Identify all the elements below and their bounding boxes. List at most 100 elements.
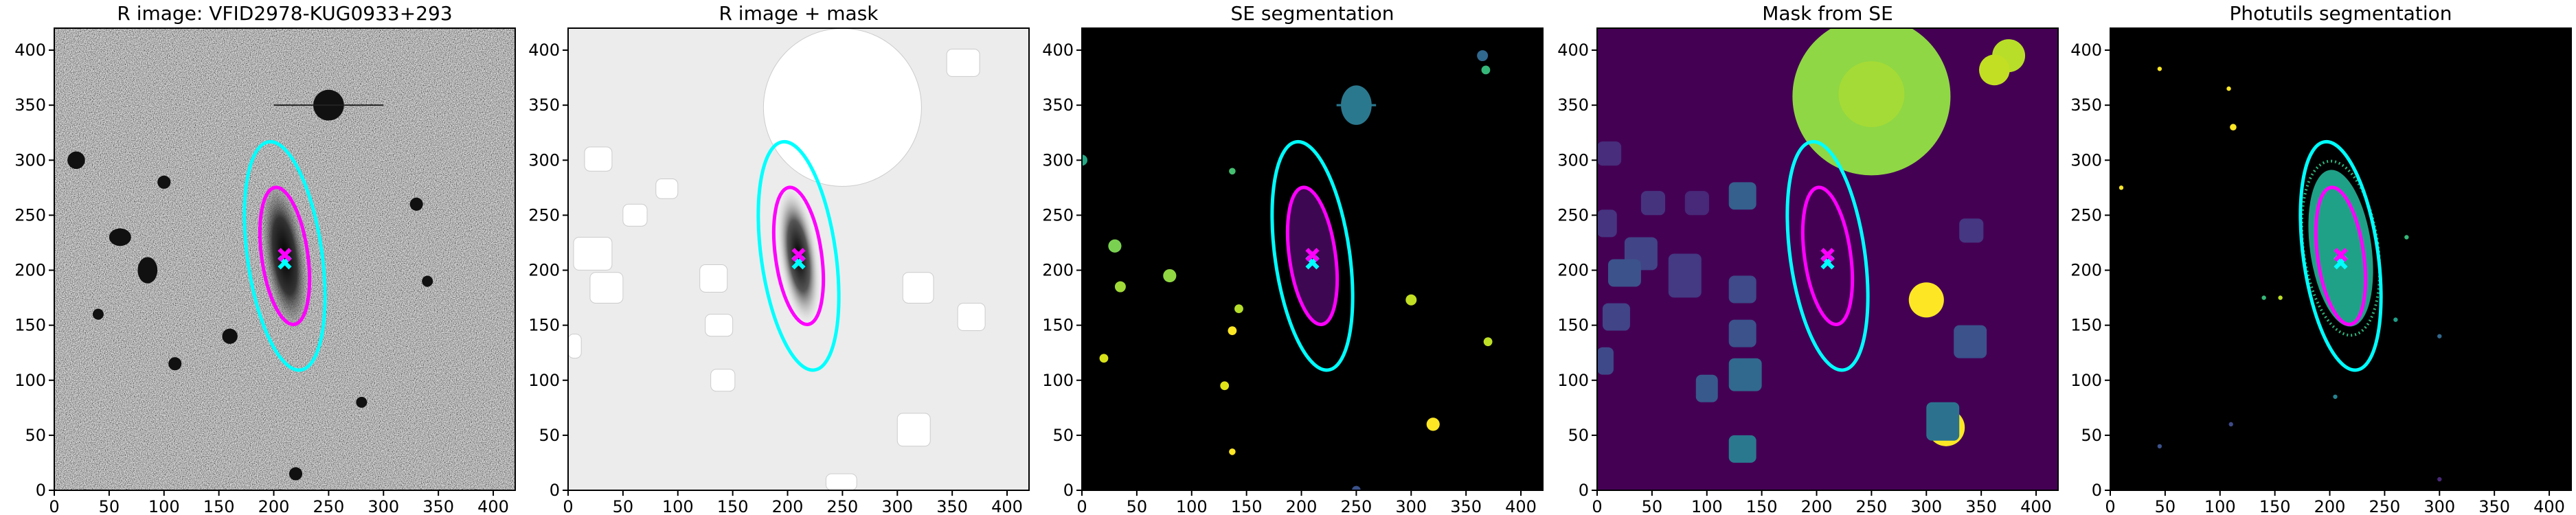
x-tick-label: 350 (422, 497, 454, 515)
x-tick-label: 400 (991, 497, 1023, 515)
y-tick-label: 150 (14, 316, 46, 335)
source (157, 175, 171, 189)
mask-region (1959, 218, 1984, 243)
y-tick-label: 0 (550, 481, 560, 500)
x-tick-label: 50 (99, 497, 120, 515)
mask-box (710, 369, 736, 392)
x-tick-label: 250 (2369, 497, 2400, 515)
axes-frame (1081, 27, 1544, 491)
y-tick-label: 100 (1042, 371, 1074, 390)
mask-box (584, 146, 613, 172)
mask-region (1978, 54, 2010, 86)
x-tick-label: 0 (2105, 497, 2115, 515)
mask-region (1597, 347, 1614, 375)
mask-region (1728, 182, 1756, 210)
x-tick-label: 150 (2259, 497, 2291, 515)
y-tick-label: 300 (1557, 150, 1589, 170)
x-tick-label: 350 (1450, 497, 1482, 515)
mask-region (1597, 141, 1622, 166)
x-tick-label: 0 (1076, 497, 1087, 515)
x-tick-label: 0 (49, 497, 59, 515)
source (168, 357, 182, 371)
segment (2261, 295, 2266, 300)
mask-box (902, 272, 934, 304)
panel-title: Mask from SE (1762, 2, 1893, 25)
mask-region (1607, 259, 1641, 287)
x-tick-label: 250 (1340, 497, 1372, 515)
x-tick-label: 50 (1642, 497, 1663, 515)
mask-circle (762, 28, 922, 187)
y-tick-label: 100 (1557, 371, 1589, 390)
aperture-inner (2314, 185, 2368, 326)
segment (2333, 394, 2338, 399)
segment (2230, 124, 2237, 131)
image-panel (568, 28, 1029, 490)
mask-box (655, 179, 679, 199)
mask-region (1728, 275, 1756, 304)
x-tick-label: 250 (313, 497, 344, 515)
y-tick-label: 50 (25, 426, 46, 445)
y-tick-label: 50 (1052, 426, 1074, 445)
center-marker (278, 247, 292, 262)
segment (1483, 337, 1493, 347)
x-tick-label: 0 (1592, 497, 1602, 515)
y-tick-label: 50 (539, 426, 560, 445)
y-tick-label: 50 (1568, 426, 1589, 445)
mask-box (957, 303, 986, 332)
panel-title: R image: VFID2978-KUG0933+293 (117, 2, 452, 25)
x-tick-label: 350 (2478, 497, 2510, 515)
image-panel (2110, 28, 2571, 490)
segment (2393, 317, 2398, 322)
image-panel (54, 28, 515, 490)
panel-title: Photutils segmentation (2229, 2, 2452, 25)
x-tick-label: 400 (2020, 497, 2052, 515)
x-tick-label: 50 (1127, 497, 1148, 515)
y-tick-label: 250 (1042, 205, 1074, 225)
aperture-outer (756, 139, 841, 372)
mask-box (825, 473, 857, 490)
center-marker (791, 247, 806, 262)
segment (1405, 294, 1417, 306)
aperture-inner (1800, 185, 1855, 326)
mask-region (1684, 191, 1709, 216)
x-tick-label: 150 (203, 497, 235, 515)
segment (1229, 168, 1236, 175)
y-tick-label: 350 (1557, 95, 1589, 115)
panel-title: SE segmentation (1231, 2, 1394, 25)
source (422, 275, 433, 287)
image-panel (1597, 28, 2058, 490)
x-tick-label: 200 (258, 497, 290, 515)
y-tick-label: 400 (528, 41, 560, 60)
y-tick-label: 200 (14, 261, 46, 280)
x-tick-label: 300 (2424, 497, 2455, 515)
mask-box (896, 413, 931, 447)
segment (1234, 304, 1243, 313)
aperture-outer (2298, 139, 2383, 372)
y-tick-label: 0 (1063, 481, 1074, 500)
mask-region (1597, 209, 1617, 238)
y-tick-label: 350 (14, 95, 46, 115)
source (67, 151, 85, 170)
mask-region (1640, 191, 1666, 216)
mask-box (568, 333, 582, 359)
x-tick-label: 0 (563, 497, 573, 515)
mask-box (622, 203, 648, 227)
aperture-outer (242, 139, 327, 372)
y-tick-label: 400 (14, 41, 46, 60)
segment (2404, 235, 2409, 240)
segment (1099, 354, 1109, 363)
axes-frame (567, 27, 1030, 491)
y-tick-label: 200 (1557, 261, 1589, 280)
segment (2157, 444, 2162, 449)
source (92, 308, 104, 320)
aperture-inner (771, 185, 826, 326)
y-tick-label: 150 (528, 316, 560, 335)
y-tick-label: 250 (14, 205, 46, 225)
aperture-outer (1785, 139, 1870, 372)
x-tick-label: 300 (881, 497, 913, 515)
source (409, 197, 423, 211)
segment (1336, 104, 1377, 106)
y-tick-label: 150 (2070, 316, 2102, 335)
y-tick-label: 150 (1557, 316, 1589, 335)
x-tick-label: 400 (2533, 497, 2565, 515)
